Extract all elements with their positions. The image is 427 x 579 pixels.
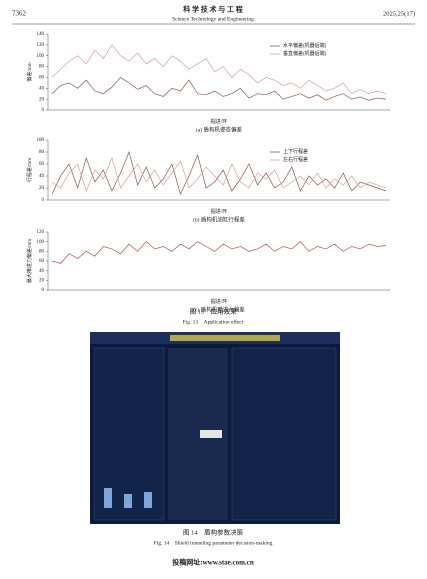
caption: (a) 盾构机姿态偏差 bbox=[196, 125, 242, 133]
page-number: 7362 bbox=[12, 10, 27, 18]
y-tick-label: 100 bbox=[37, 138, 45, 143]
caption: (b) 盾构机油缸行程差 bbox=[193, 215, 245, 223]
y-tick-label: 80 bbox=[39, 150, 45, 155]
y-tick-label: 100 bbox=[37, 54, 45, 59]
y-tick-label: 140 bbox=[37, 32, 45, 37]
y-tick-label: 60 bbox=[39, 76, 45, 81]
series-line bbox=[51, 76, 387, 101]
journal-cn: 科 学 技 术 与 工 程 bbox=[183, 5, 243, 14]
footer: 投稿网址:www.stae.com.cn bbox=[172, 558, 254, 567]
y-tick-label: 40 bbox=[39, 86, 45, 91]
y-tick-label: 0 bbox=[42, 198, 45, 203]
y-tick-label: 60 bbox=[39, 259, 45, 264]
fig13-caption-en: Fig. 13 Application effect bbox=[183, 318, 244, 325]
screenshot-marker bbox=[200, 430, 222, 438]
legend-label: 上下行程差 bbox=[283, 148, 308, 155]
y-tick-label: 120 bbox=[37, 230, 45, 235]
x-axis-label: 掘进/环 bbox=[211, 208, 227, 215]
y-tick-label: 20 bbox=[39, 97, 45, 102]
screenshot-bar bbox=[144, 492, 152, 508]
y-tick-label: 80 bbox=[39, 65, 45, 70]
screenshot-bar bbox=[124, 494, 132, 508]
legend-label: 左右行程差 bbox=[283, 156, 308, 163]
x-axis-label: 掘进/环 bbox=[211, 298, 227, 305]
legend-label: 水平偏差(机器后端) bbox=[283, 42, 327, 49]
y-axis-label: 最大推进力偏差/mm bbox=[26, 239, 33, 283]
x-axis-label: 掘进/环 bbox=[211, 118, 227, 125]
fig14-caption-en: Fig. 14 Shield tunneling parameter decis… bbox=[154, 540, 273, 546]
y-tick-label: 0 bbox=[42, 288, 45, 293]
fig13-caption-cn: 图 13 应用效果 bbox=[189, 306, 237, 315]
y-tick-label: 60 bbox=[39, 162, 45, 167]
caption: (c) 盾构机推进力偏差 bbox=[193, 305, 245, 313]
y-tick-label: 20 bbox=[39, 186, 45, 191]
y-tick-label: 100 bbox=[37, 240, 45, 245]
series-line bbox=[51, 44, 387, 95]
series-line bbox=[51, 150, 387, 195]
series-line bbox=[51, 156, 387, 193]
screenshot-bar bbox=[104, 488, 112, 508]
screenshot-progress bbox=[170, 335, 280, 341]
issue: 2025,25(17) bbox=[383, 10, 415, 17]
journal-en: Science Technology and Engineering bbox=[172, 16, 254, 22]
screenshot-panel-right bbox=[231, 347, 337, 521]
y-tick-label: 20 bbox=[39, 278, 45, 283]
series-line bbox=[51, 241, 387, 264]
y-axis-label: 偏差/mm bbox=[26, 62, 33, 81]
fig14-caption-cn: 图 14 盾构参数决策 bbox=[183, 527, 244, 536]
legend-label: 垂直偏差(机器后端) bbox=[283, 50, 327, 57]
y-tick-label: 40 bbox=[39, 269, 45, 274]
screenshot bbox=[90, 332, 340, 524]
y-tick-label: 40 bbox=[39, 174, 45, 179]
y-tick-label: 0 bbox=[42, 108, 45, 113]
y-tick-label: 80 bbox=[39, 249, 45, 254]
y-axis-label: 行程差/mm bbox=[26, 158, 33, 182]
y-tick-label: 120 bbox=[37, 43, 45, 48]
